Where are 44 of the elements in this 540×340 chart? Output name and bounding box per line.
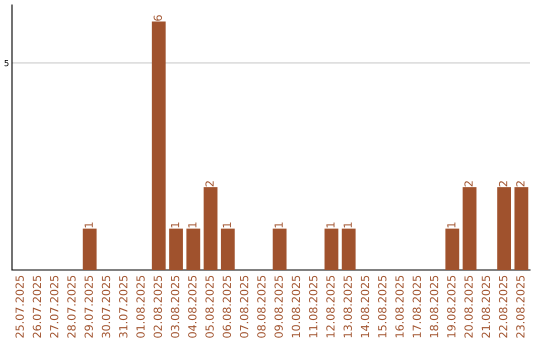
x-tick-label: 25.07.2025	[15, 276, 24, 338]
x-tick-label: 23.08.2025	[516, 276, 525, 338]
data-label: 2	[205, 181, 214, 186]
x-tick-label: 17.08.2025	[412, 276, 421, 338]
x-tick-label: 10.08.2025	[292, 276, 300, 338]
x-tick-label: 07.08.2025	[240, 276, 248, 338]
data-label: 1	[222, 222, 231, 228]
data-label: 1	[447, 222, 456, 228]
x-tick-label: 08.08.2025	[257, 276, 266, 338]
x-tick-label: 22.08.2025	[498, 276, 508, 338]
data-label: 1	[188, 222, 196, 228]
x-tick-label: 31.07.2025	[119, 276, 128, 338]
x-tick-label: 30.07.2025	[102, 276, 110, 338]
x-tick-label: 20.08.2025	[464, 276, 473, 338]
x-tick-label: 12.08.2025	[326, 276, 335, 338]
x-tick-label: 02.08.2025	[154, 276, 162, 338]
x-tick-label: 14.08.2025	[360, 276, 370, 338]
x-tick-label: 27.07.2025	[50, 276, 58, 338]
x-tick-label: 16.08.2025	[395, 276, 404, 338]
data-label: 1	[84, 222, 93, 228]
x-tick-label: 29.07.2025	[84, 276, 93, 338]
x-tick-label: 26.07.2025	[32, 276, 42, 338]
x-tick-label: 28.07.2025	[67, 276, 76, 338]
x-tick-label: 19.08.2025	[447, 276, 456, 338]
x-tick-label: 13.08.2025	[344, 276, 352, 338]
x-tick-label: 15.08.2025	[378, 276, 386, 338]
data-label: 1	[326, 222, 334, 228]
x-tick-label: 03.08.2025	[170, 276, 180, 338]
data-label: 1	[344, 222, 352, 228]
data-label: 2	[464, 181, 473, 186]
data-label: 1	[171, 222, 180, 228]
x-tick-label: 11.08.2025	[308, 276, 318, 338]
data-label: 2	[498, 181, 508, 186]
x-tick-label: 01.08.2025	[136, 276, 145, 338]
y-tick-label: 5	[4, 60, 8, 66]
x-tick-label: 21.08.2025	[482, 276, 490, 338]
data-label: 2	[516, 181, 524, 186]
x-tick-label: 06.08.2025	[222, 276, 232, 338]
x-tick-label: 09.08.2025	[274, 276, 283, 338]
data-label: 1	[274, 222, 283, 228]
x-tick-label: 05.08.2025	[205, 276, 214, 338]
data-label: 6	[154, 15, 162, 21]
x-tick-label: 04.08.2025	[188, 276, 197, 338]
x-tick-label: 18.08.2025	[430, 276, 438, 338]
